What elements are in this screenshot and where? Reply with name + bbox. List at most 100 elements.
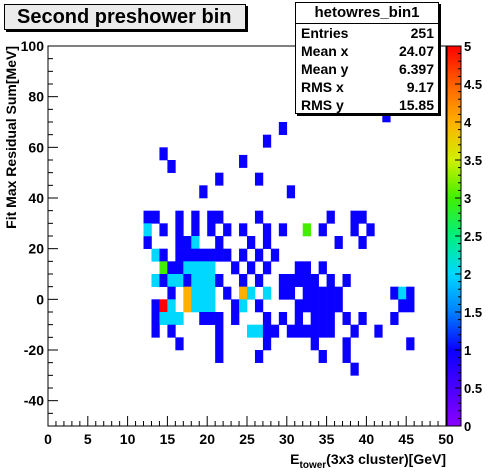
heatmap-cell [191, 223, 200, 237]
y-tick-label: 40 [28, 190, 44, 206]
heatmap-cell [350, 324, 359, 338]
heatmap-cell [215, 324, 224, 338]
heatmap-cell [231, 312, 240, 325]
heatmap-cell [254, 299, 264, 313]
heatmap-cell [239, 286, 248, 300]
heatmap-cell [207, 210, 216, 224]
heatmap-cell [254, 172, 264, 186]
heatmap-cell [247, 236, 256, 249]
color-scale-label: 0.5 [464, 381, 482, 396]
heatmap-cell [302, 274, 311, 287]
heatmap-cell [286, 324, 296, 338]
heatmap-cell [167, 324, 176, 338]
x-tick-label: 5 [84, 431, 92, 447]
stats-label: Entries [301, 25, 349, 41]
x-tick-label: 30 [279, 431, 295, 447]
stats-label: Mean x [301, 43, 349, 59]
stats-value: 6.397 [398, 61, 434, 77]
x-axis-label: Etower(3x3 cluster)[GeV] [290, 451, 446, 471]
heatmap-cell [191, 236, 200, 249]
heatmap-cell [358, 210, 367, 224]
heatmap-cell [302, 299, 311, 313]
heatmap-cell [302, 286, 311, 300]
heatmap-cell [199, 261, 208, 275]
x-tick-label: 40 [359, 431, 375, 447]
stats-value: 251 [410, 25, 434, 41]
heatmap-cell [191, 274, 200, 287]
heatmap-cell [239, 299, 248, 313]
heatmap-cell [239, 223, 248, 237]
heatmap-cells [143, 109, 415, 376]
x-tick-label: 25 [239, 431, 255, 447]
heatmap-cell [175, 337, 184, 351]
heatmap-cell [159, 147, 168, 161]
heatmap-cell [350, 362, 359, 376]
heatmap-cell [215, 248, 224, 262]
heatmap-cell [143, 210, 152, 224]
color-scale-label: 2 [464, 267, 471, 282]
heatmap-cell [350, 210, 359, 224]
heatmap-cell [262, 312, 272, 325]
heatmap-cell [398, 299, 407, 313]
heatmap-cell [294, 274, 304, 287]
heatmap-cell [199, 286, 208, 300]
x-axis: 0 5 10 15 20 25 30 35 40 45 50 [44, 416, 454, 447]
heatmap-cell [183, 274, 192, 287]
color-scale-label: 5 [464, 39, 471, 54]
color-scale-label: 3 [464, 191, 471, 206]
heatmap-cell [151, 248, 160, 262]
heatmap-cell [207, 223, 216, 237]
stats-row-mean-y: Mean y 6.397 [296, 60, 438, 78]
stats-value: 24.07 [398, 43, 434, 59]
heatmap-cell [207, 312, 216, 325]
heatmap-cell [406, 286, 415, 300]
heatmap-cell [223, 286, 232, 300]
x-tick-label: 10 [120, 431, 136, 447]
heatmap-cell [318, 261, 327, 275]
stats-row-rms-x: RMS x 9.17 [296, 78, 438, 96]
heatmap-cell [175, 236, 184, 249]
color-scale-label: 1 [464, 343, 471, 358]
heatmap-cell [215, 337, 224, 351]
y-tick-label: 80 [28, 89, 44, 105]
heatmap-cell [278, 122, 288, 135]
heatmap-cell [191, 210, 200, 224]
x-tick-label: 50 [438, 431, 454, 447]
heatmap-cell [270, 324, 280, 338]
heatmap-cell [167, 312, 176, 325]
y-axis-label: Fit Max Residual Sum[MeV] [3, 46, 19, 229]
heatmap-cell [143, 223, 152, 237]
x-tick-label: 45 [398, 431, 414, 447]
heatmap-cell [294, 312, 304, 325]
heatmap-cell [207, 274, 216, 287]
heatmap-cell [310, 337, 319, 351]
heatmap-cell [334, 299, 343, 313]
heatmap-cell [310, 312, 319, 325]
heatmap-cell [151, 312, 160, 325]
stats-value: 9.17 [406, 79, 434, 95]
heatmap-cell [215, 210, 224, 224]
heatmap-cell [175, 223, 184, 237]
heatmap-cell [239, 248, 248, 262]
heatmap-cell [151, 324, 160, 338]
color-scale-label: 0 [464, 419, 471, 434]
heatmap-cell [247, 286, 256, 300]
color-scale-label: 4.5 [464, 77, 482, 92]
heatmap-cell [262, 286, 272, 300]
heatmap-cell [294, 299, 304, 313]
heatmap-cell [215, 312, 224, 325]
heatmap-cell [302, 324, 311, 338]
heatmap-cell [159, 248, 168, 262]
heatmap-cell [278, 312, 288, 325]
heatmap-cell [247, 324, 256, 338]
heatmap-cell [310, 299, 319, 313]
x-tick-label: 20 [199, 431, 215, 447]
heatmap-cell [278, 286, 288, 300]
heatmap-cell [262, 236, 272, 249]
heatmap-cell [334, 236, 343, 249]
stats-row-entries: Entries 251 [296, 24, 438, 42]
heatmap-cell [262, 261, 272, 275]
heatmap-cell [254, 324, 264, 338]
